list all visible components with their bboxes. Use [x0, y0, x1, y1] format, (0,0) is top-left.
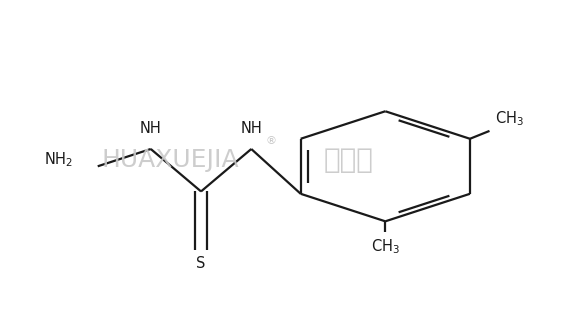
Text: NH$_2$: NH$_2$ — [43, 151, 73, 169]
Text: HUAXUEJIA: HUAXUEJIA — [102, 148, 239, 172]
Text: S: S — [196, 256, 206, 271]
Text: CH$_3$: CH$_3$ — [495, 109, 524, 128]
Text: CH$_3$: CH$_3$ — [371, 237, 400, 256]
Text: ®: ® — [265, 136, 276, 146]
Text: NH: NH — [140, 121, 162, 136]
Text: 化学加: 化学加 — [324, 146, 374, 174]
Text: NH: NH — [240, 121, 262, 136]
